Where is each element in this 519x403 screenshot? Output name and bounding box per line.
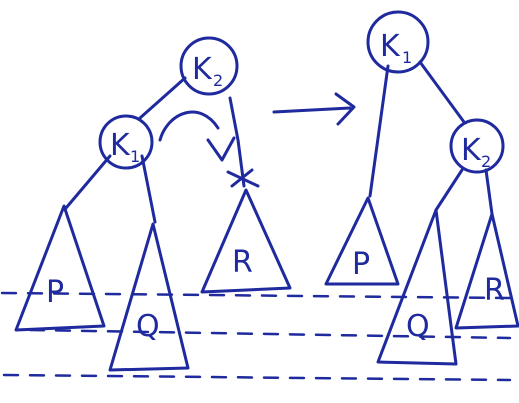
- level-line-middle: [28, 328, 512, 340]
- node-k1-right: K 1: [366, 10, 430, 74]
- subtree-r-left: R: [200, 188, 292, 294]
- node-k1-left: K 1: [98, 114, 154, 170]
- edge-k1-k2-right: [418, 60, 466, 124]
- level-line-lower: [2, 373, 512, 382]
- subtree-label: Q: [406, 309, 430, 344]
- subtree-p-right: P: [324, 196, 400, 286]
- subtree-r-right: R: [454, 212, 519, 330]
- edge-k1-q-left: [140, 154, 157, 224]
- level-line-upper: [0, 291, 512, 300]
- subtree-label: P: [46, 275, 64, 310]
- node-letter: K: [461, 133, 482, 168]
- rotation-arrowhead: [206, 136, 236, 162]
- subtree-label: R: [484, 273, 505, 308]
- subtree-label: R: [232, 245, 253, 280]
- node-subscript: 2: [481, 152, 491, 171]
- node-subscript: 1: [130, 147, 140, 166]
- edge-k2-r-right: [484, 168, 494, 216]
- node-subscript: 2: [213, 71, 223, 90]
- left-tree: K 2 K 1 P Q R: [14, 36, 292, 372]
- reattach-cross: [226, 168, 260, 188]
- edge-k2-k1-left: [138, 76, 187, 120]
- edge-k2-r-left: [228, 96, 246, 188]
- transform-arrow: [272, 92, 356, 126]
- rotation-arc: [158, 110, 220, 142]
- edge-k1-p-left: [64, 154, 112, 210]
- subtree-q-left: Q: [108, 222, 190, 372]
- node-k2-left: K 2: [179, 36, 239, 96]
- subtree-label: P: [352, 247, 370, 282]
- right-tree: K 1 K 2 P Q R: [324, 10, 519, 366]
- subtree-label: Q: [136, 309, 160, 344]
- node-subscript: 1: [402, 48, 412, 67]
- node-letter: K: [380, 29, 401, 64]
- node-k2-right: K 2: [449, 118, 505, 174]
- node-letter: K: [192, 52, 213, 87]
- subtree-p-left: P: [14, 204, 106, 332]
- subtree-q-right: Q: [376, 208, 458, 366]
- edge-k2-q-right: [434, 168, 464, 212]
- node-letter: K: [110, 128, 131, 163]
- edge-k1-p-right: [368, 64, 390, 198]
